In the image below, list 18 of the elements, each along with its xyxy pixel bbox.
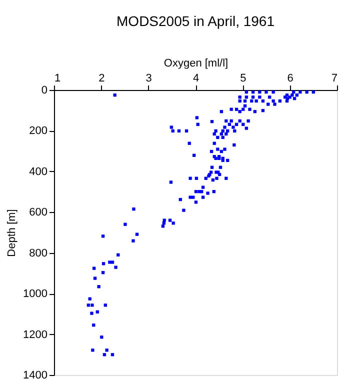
x-tick-label: 1 [54, 72, 61, 84]
y-tick-label: 1000 [23, 288, 48, 300]
y-tick-label: 1400 [23, 370, 48, 382]
chart-title: MODS2005 in April, 1961 [116, 13, 275, 29]
x-tick-label: 7 [331, 72, 338, 84]
y-tick-label: 200 [29, 125, 48, 138]
y-tick-label: 1200 [23, 328, 48, 341]
x-tick-label: 3 [146, 72, 152, 84]
x-axis-title: Oxygen [ml/l] [164, 58, 228, 70]
x-tick-label: 2 [98, 72, 105, 84]
y-tick-label: 400 [29, 166, 48, 178]
x-tick-label: 4 [192, 72, 200, 84]
y-tick-label: 800 [29, 247, 48, 260]
x-tick-label: 5 [240, 72, 246, 84]
x-tick-label: 6 [287, 72, 294, 84]
y-tick-label: 0 [41, 84, 48, 96]
y-axis-title: Depth [m] [6, 209, 18, 257]
y-tick-label: 600 [29, 206, 48, 219]
